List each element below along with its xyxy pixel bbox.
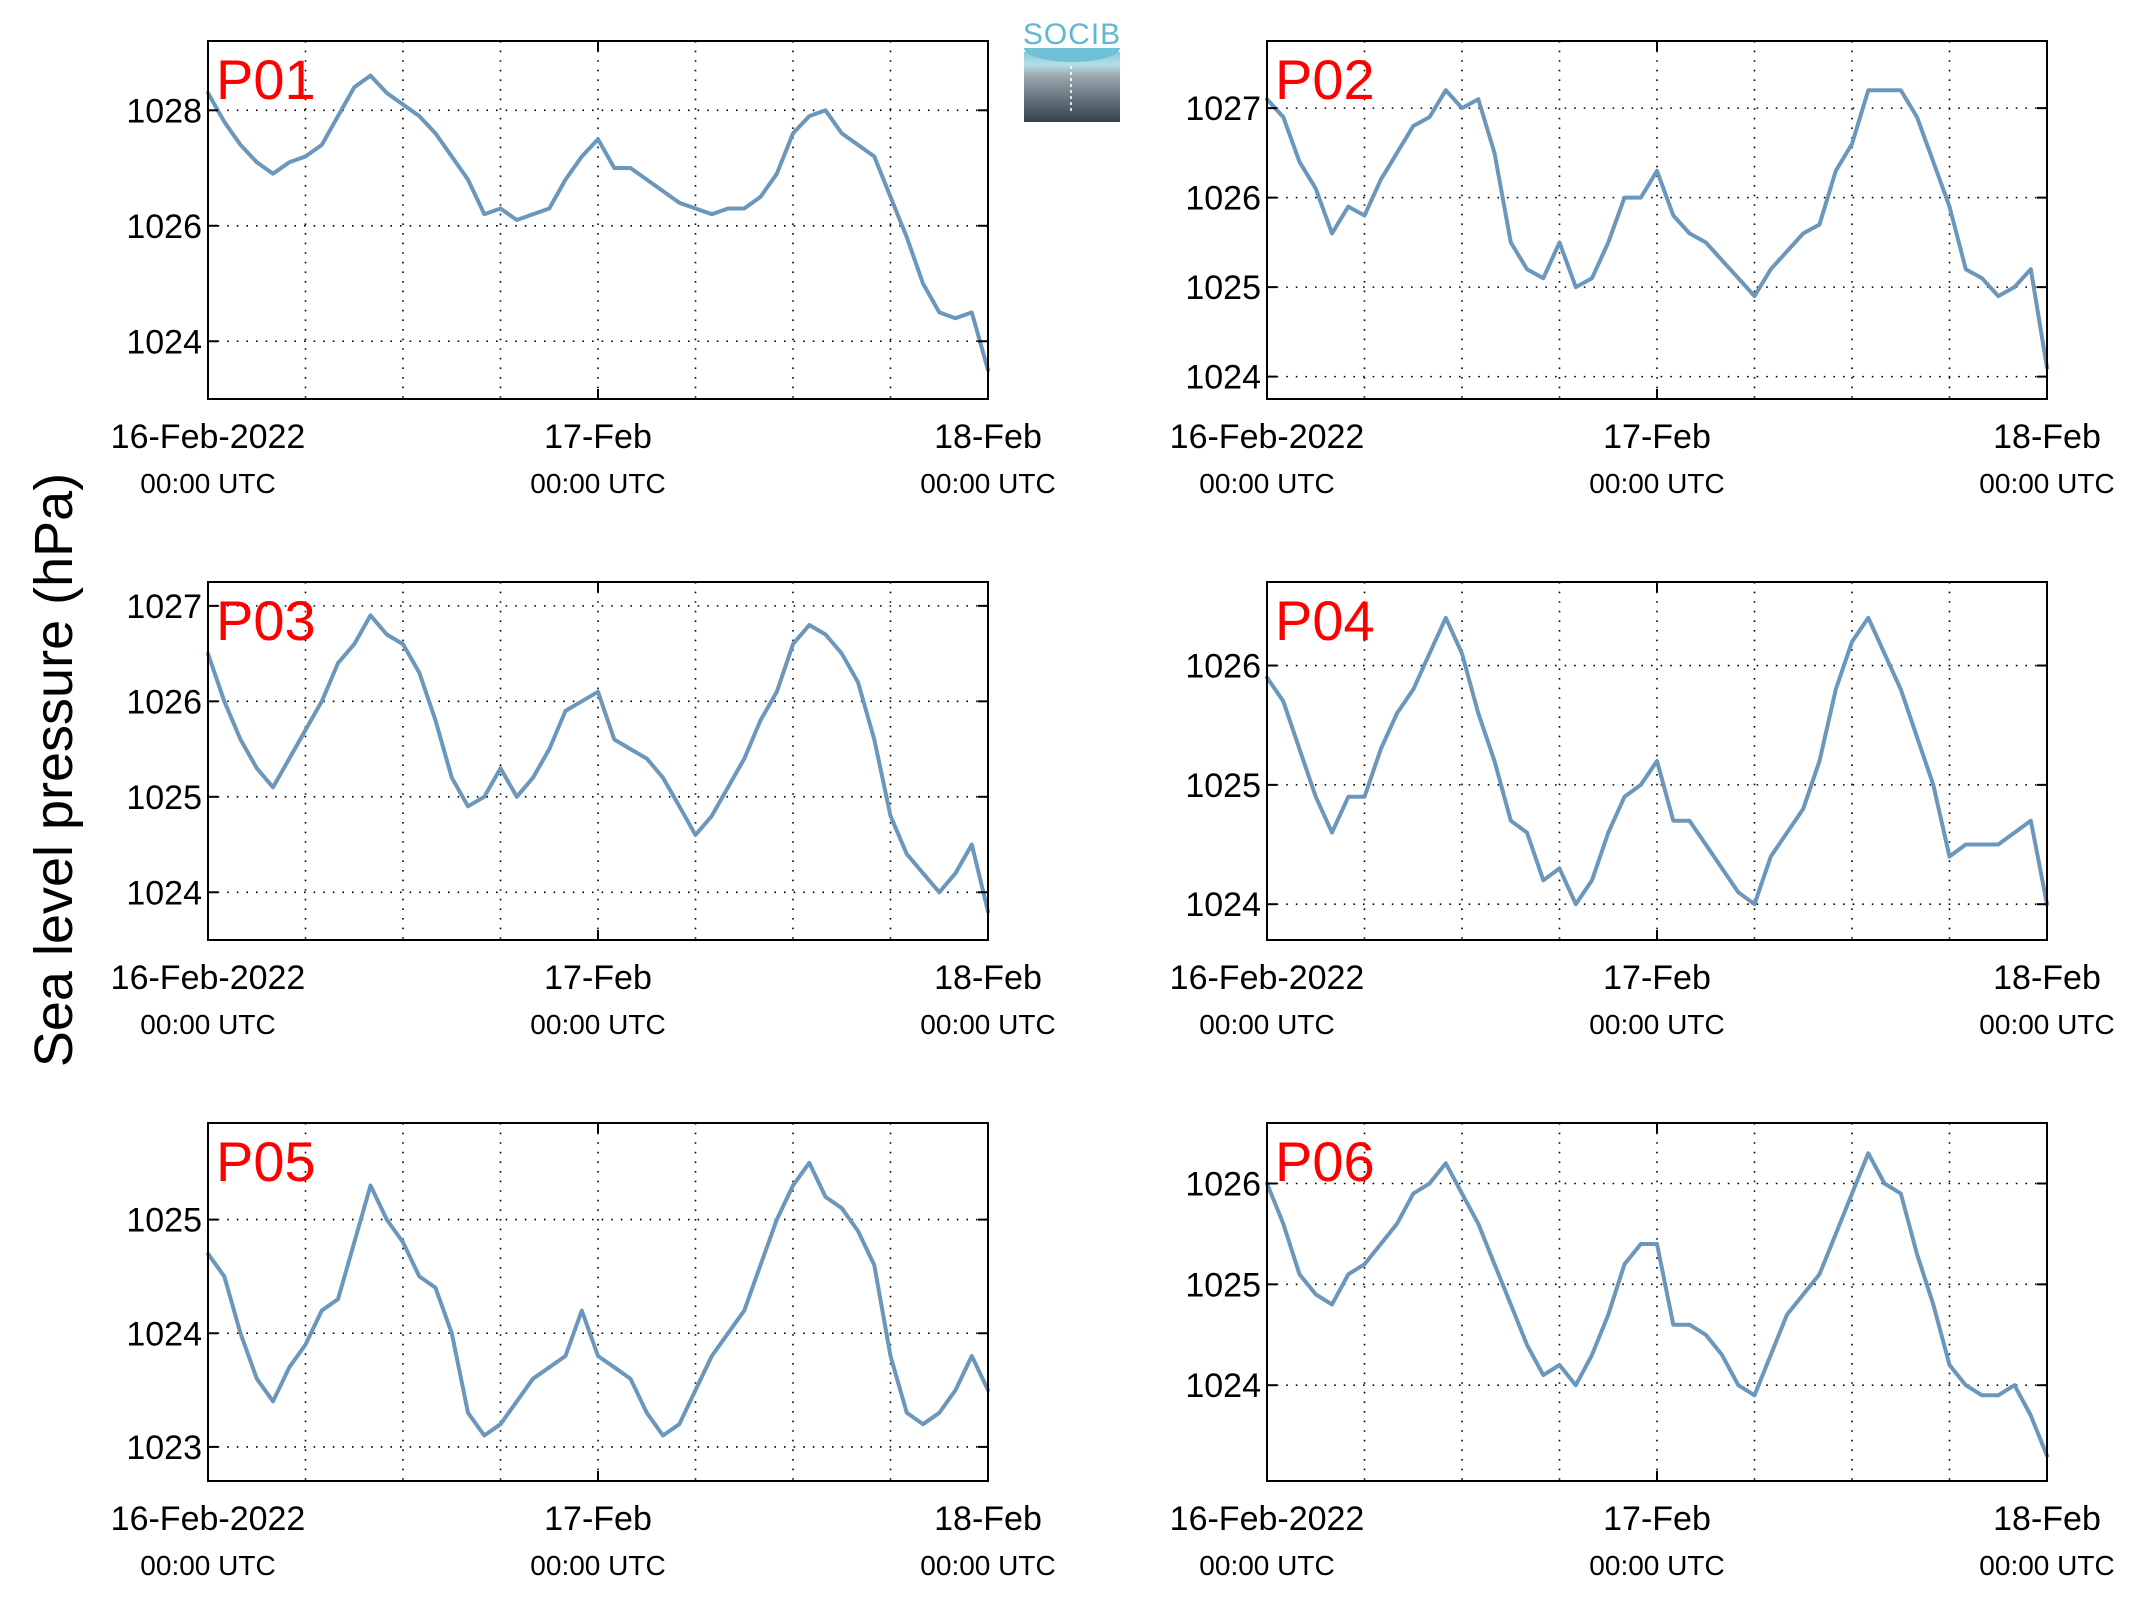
y-tick-label: 1025	[126, 779, 202, 817]
x-tick-label: 17-Feb	[1603, 959, 1711, 997]
series-line-p05	[206, 1160, 990, 1438]
x-tick-label: 16-Feb-2022	[111, 959, 306, 997]
series-line-p02	[1265, 88, 2049, 370]
x-tick-sublabel: 00:00 UTC	[140, 468, 275, 499]
y-tick-label: 1024	[126, 874, 202, 912]
panel-label: P04	[1275, 589, 1375, 652]
x-tick-label: 17-Feb	[544, 1500, 652, 1538]
y-tick-label: 1024	[1185, 1367, 1261, 1405]
x-tick-label: 18-Feb	[1993, 1500, 2101, 1538]
plot-area	[208, 582, 988, 940]
plot-area	[208, 1123, 988, 1481]
y-tick-label: 1026	[126, 683, 202, 721]
y-tick-label: 1023	[126, 1429, 202, 1467]
chart-panel-p01: 1024 1026 1028 16-Feb-2022 00:00 UTC 17-Feb 00…	[111, 40, 1056, 499]
socib-logo: SOCIB	[1022, 18, 1122, 122]
x-tick-sublabel: 00:00 UTC	[530, 1550, 665, 1581]
x-tick-label: 18-Feb	[1993, 959, 2101, 997]
x-tick-label: 16-Feb-2022	[1170, 418, 1365, 456]
socib-logo-wave	[1024, 48, 1120, 62]
x-tick-sublabel: 00:00 UTC	[530, 1009, 665, 1040]
x-tick-label: 17-Feb	[544, 418, 652, 456]
socib-logo-text: SOCIB	[1022, 18, 1122, 51]
x-tick-label: 18-Feb	[934, 959, 1042, 997]
y-tick-label: 1026	[126, 208, 202, 246]
x-tick-sublabel: 00:00 UTC	[1589, 468, 1724, 499]
series-line-p06	[1265, 1151, 2049, 1458]
panel-label: P06	[1275, 1130, 1375, 1193]
x-tick-sublabel: 00:00 UTC	[1199, 468, 1334, 499]
socib-logo-graphic	[1024, 52, 1120, 122]
series-line-p04	[1265, 615, 2049, 907]
y-tick-label: 1025	[126, 1202, 202, 1240]
x-tick-label: 17-Feb	[544, 959, 652, 997]
x-tick-sublabel: 00:00 UTC	[530, 468, 665, 499]
x-tick-sublabel: 00:00 UTC	[1979, 1009, 2114, 1040]
y-tick-label: 1024	[1185, 359, 1261, 397]
y-tick-label: 1027	[1185, 90, 1261, 128]
chart-panel-p04: 1024 1025 1026 16-Feb-2022 00:00 UTC 17-Feb 00…	[1170, 581, 2115, 1040]
x-tick-sublabel: 00:00 UTC	[1589, 1009, 1724, 1040]
x-tick-label: 16-Feb-2022	[111, 1500, 306, 1538]
x-tick-sublabel: 00:00 UTC	[920, 468, 1055, 499]
y-tick-label: 1025	[1185, 767, 1261, 805]
x-tick-label: 18-Feb	[934, 418, 1042, 456]
x-tick-sublabel: 00:00 UTC	[1979, 468, 2114, 499]
x-tick-sublabel: 00:00 UTC	[920, 1550, 1055, 1581]
y-tick-label: 1024	[1185, 886, 1261, 924]
y-axis-label: Sea level pressure (hPa)	[24, 473, 84, 1067]
chart-panels: 1024 1026 1028 16-Feb-2022 00:00 UTC 17-Feb 00…	[111, 40, 2115, 1581]
y-tick-label: 1028	[126, 92, 202, 130]
panel-label: P01	[216, 48, 316, 111]
x-tick-label: 16-Feb-2022	[1170, 1500, 1365, 1538]
chart-panel-p03: 1024 1025 1026 1027 16-Feb-2022 00:00 UTC 17-F…	[111, 581, 1056, 1040]
y-tick-label: 1024	[126, 1315, 202, 1353]
y-tick-label: 1027	[126, 588, 202, 626]
plot-area	[1267, 1123, 2047, 1481]
series-line-p01	[206, 73, 990, 373]
x-tick-sublabel: 00:00 UTC	[1979, 1550, 2114, 1581]
x-tick-sublabel: 00:00 UTC	[1199, 1009, 1334, 1040]
chart-panel-p02: 1024 1025 1026 1027 16-Feb-2022 00:00 UTC 17-F…	[1170, 40, 2115, 499]
y-tick-label: 1026	[1185, 648, 1261, 686]
chart-panel-p06: 1024 1025 1026 16-Feb-2022 00:00 UTC 17-Feb 00…	[1170, 1122, 2115, 1581]
x-tick-label: 18-Feb	[934, 1500, 1042, 1538]
y-tick-label: 1026	[1185, 1166, 1261, 1204]
x-tick-label: 17-Feb	[1603, 418, 1711, 456]
x-tick-label: 16-Feb-2022	[111, 418, 306, 456]
x-tick-sublabel: 00:00 UTC	[1589, 1550, 1724, 1581]
x-tick-label: 16-Feb-2022	[1170, 959, 1365, 997]
socib-logo-mast	[1070, 66, 1072, 112]
x-tick-sublabel: 00:00 UTC	[140, 1550, 275, 1581]
panel-label: P03	[216, 589, 316, 652]
chart-panel-p05: 1023 1024 1025 16-Feb-2022 00:00 UTC 17-Feb 00…	[111, 1122, 1056, 1581]
x-tick-sublabel: 00:00 UTC	[140, 1009, 275, 1040]
y-tick-label: 1025	[1185, 269, 1261, 307]
panel-label: P05	[216, 1130, 316, 1193]
plot-area	[208, 41, 988, 399]
panel-label: P02	[1275, 48, 1375, 111]
y-tick-label: 1024	[126, 323, 202, 361]
x-tick-label: 17-Feb	[1603, 1500, 1711, 1538]
x-tick-sublabel: 00:00 UTC	[1199, 1550, 1334, 1581]
series-line-p03	[206, 613, 990, 914]
x-tick-sublabel: 00:00 UTC	[920, 1009, 1055, 1040]
plot-area	[1267, 41, 2047, 399]
y-tick-label: 1025	[1185, 1266, 1261, 1304]
y-tick-label: 1026	[1185, 180, 1261, 218]
x-tick-label: 18-Feb	[1993, 418, 2101, 456]
